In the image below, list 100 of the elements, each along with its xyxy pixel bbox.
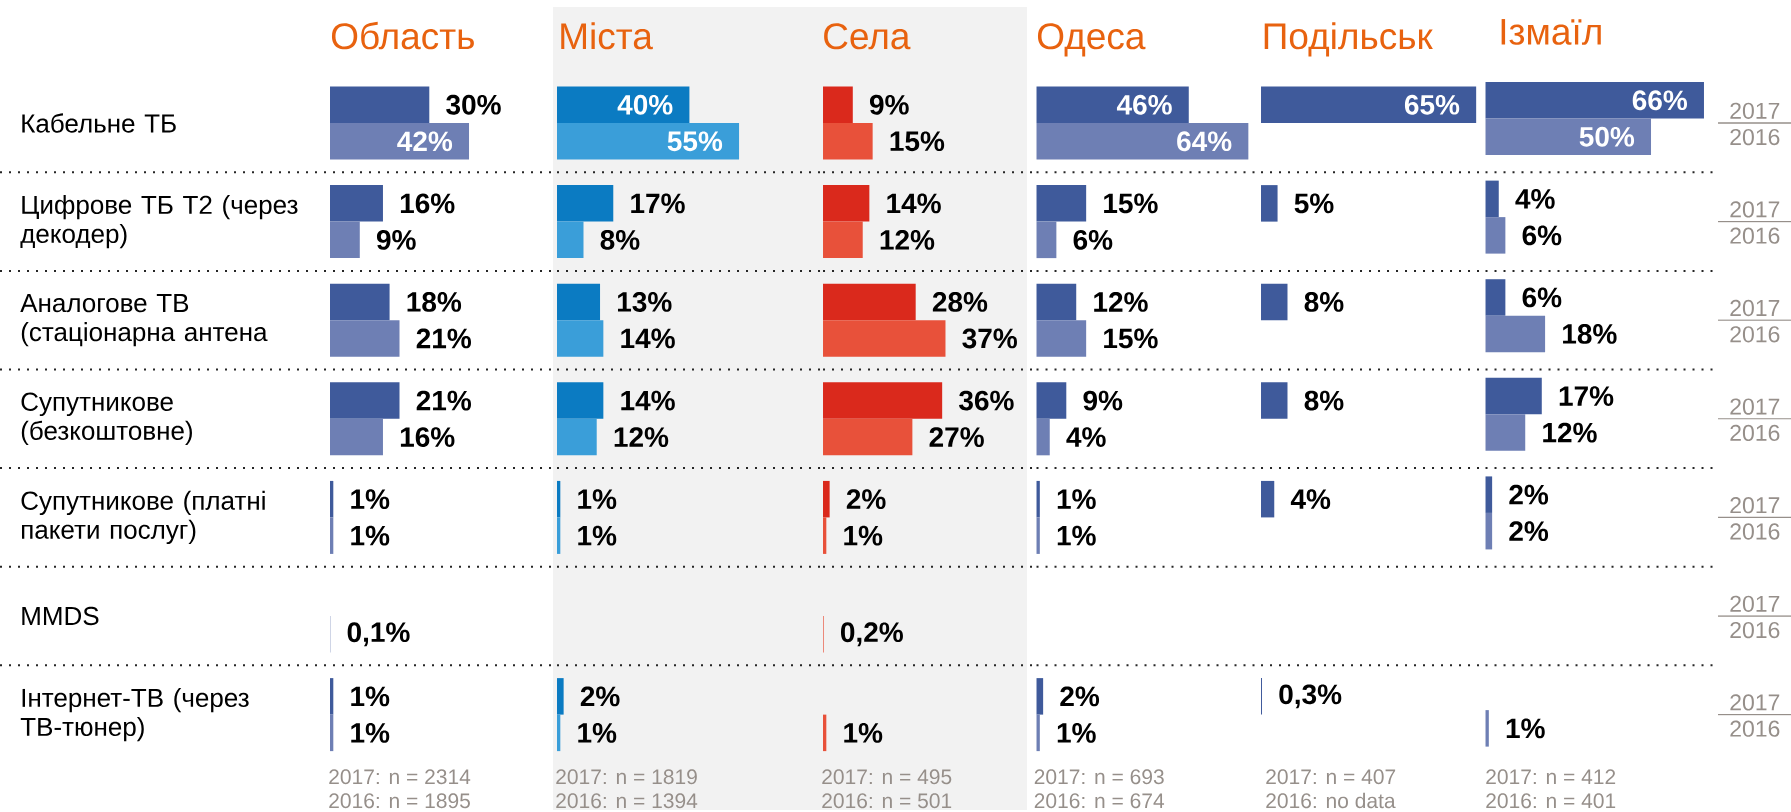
y-tick-label: MMDS (22, 606, 99, 626)
data-label: 1% (1057, 489, 1096, 510)
data-label: 1% (844, 723, 883, 743)
bar (1036, 185, 1087, 222)
bar (1036, 320, 1087, 357)
data-label: 2% (580, 686, 620, 707)
data-label: 14% (621, 328, 675, 349)
text: 2016 (1730, 227, 1780, 244)
bar (330, 320, 400, 357)
bar (557, 418, 597, 456)
data-label: 8% (1304, 292, 1344, 312)
bar (330, 86, 430, 124)
data-label: 6% (1522, 287, 1562, 308)
data-label: 18% (407, 292, 462, 312)
bar (1036, 517, 1040, 554)
data-label: 9% (1083, 390, 1123, 411)
bar (557, 517, 561, 554)
bar (1485, 710, 1489, 747)
data-label: 21% (416, 390, 471, 411)
series-label: 2017 (1730, 102, 1780, 119)
data-label: 2% (846, 489, 886, 510)
data-label: 0,1% (347, 622, 410, 647)
bar (1261, 185, 1278, 222)
data-label: 18% (1563, 324, 1617, 344)
data-label: 9% (376, 229, 416, 250)
data-label: 55% (667, 131, 723, 152)
bar (1485, 414, 1526, 451)
bar (823, 123, 873, 160)
text: 2016 (1730, 424, 1780, 442)
data-label: 1% (1057, 723, 1096, 743)
data-label: 36% (959, 390, 1014, 411)
bar (823, 86, 853, 124)
text: 2016: n = 674 (1034, 793, 1165, 809)
text: 2016: n = 401 (1486, 793, 1616, 809)
bar (1485, 118, 1652, 156)
bar (330, 517, 334, 554)
data-label: 21% (416, 328, 471, 349)
text: 2017 (1730, 398, 1780, 415)
bar (823, 185, 870, 222)
data-label: 6% (1522, 225, 1562, 246)
data-label: 42% (397, 131, 453, 152)
bar (1036, 418, 1050, 456)
data-label: 17% (1559, 386, 1614, 406)
data-label: 1% (844, 525, 883, 546)
text: 2017: n = 495 (822, 769, 952, 785)
bar (1036, 678, 1044, 715)
data-label: 4% (1066, 427, 1106, 447)
data-label: 15% (1104, 193, 1158, 214)
bar (1036, 123, 1249, 160)
bar (1036, 283, 1077, 321)
data-label: 12% (614, 427, 669, 447)
bar (1485, 180, 1499, 218)
text: 2017: n = 412 (1486, 769, 1616, 785)
bar (823, 320, 946, 357)
bar (1485, 476, 1493, 513)
y-tick-label: Інтернет-ТВ (через ТВ-тюнер) (20, 688, 249, 742)
data-label: 1% (1057, 525, 1096, 546)
text: 2016: n = 1895 (329, 793, 470, 809)
data-label: 16% (400, 193, 455, 214)
data-label: 1% (578, 723, 617, 743)
chart-title: Міста (561, 22, 653, 50)
data-label: 6% (1073, 229, 1113, 250)
text: 2016 (1730, 523, 1780, 540)
text: 2016: no data (1266, 792, 1396, 809)
data-label: 37% (962, 328, 1017, 349)
text: 2016 (1730, 128, 1780, 146)
data-label: 28% (932, 292, 988, 312)
data-label: 64% (1177, 131, 1232, 152)
data-label: 1% (1506, 718, 1545, 739)
bar (557, 382, 604, 419)
bar (330, 185, 383, 222)
text: 2016 (1730, 326, 1780, 343)
bar (330, 418, 383, 456)
chart-title: Ізмаїл (1501, 19, 1601, 45)
bar (557, 123, 740, 160)
bar (330, 283, 390, 321)
bar (557, 283, 601, 321)
data-label: 15% (1104, 328, 1158, 349)
bar (1036, 221, 1057, 259)
text: 2017: n = 407 (1266, 769, 1396, 785)
bar (330, 678, 334, 715)
bar (1261, 480, 1275, 518)
y-tick-label: Супутникове (безкоштовне) (21, 392, 192, 446)
data-label: 2% (1509, 484, 1549, 505)
bar (557, 678, 564, 715)
data-label: 13% (617, 292, 672, 312)
data-label: 1% (578, 489, 617, 510)
text: 2017 (1730, 694, 1780, 711)
data-label: 1% (351, 723, 390, 743)
chart-title: Села (824, 23, 911, 50)
bar (1485, 217, 1506, 254)
data-label: 65% (1404, 94, 1460, 115)
data-label: 8% (1304, 390, 1344, 411)
y-tick-label: Цифрове ТБ Т2 (через декодер) (20, 195, 298, 249)
data-label: 2% (1060, 686, 1100, 707)
data-label: 46% (1116, 94, 1172, 115)
chart-title: Одеса (1037, 23, 1146, 57)
text: 2017: n = 2314 (329, 769, 471, 785)
y-tick-label: Аналогове ТВ (стаціонарна антена (20, 294, 268, 347)
data-label: 1% (578, 525, 617, 546)
